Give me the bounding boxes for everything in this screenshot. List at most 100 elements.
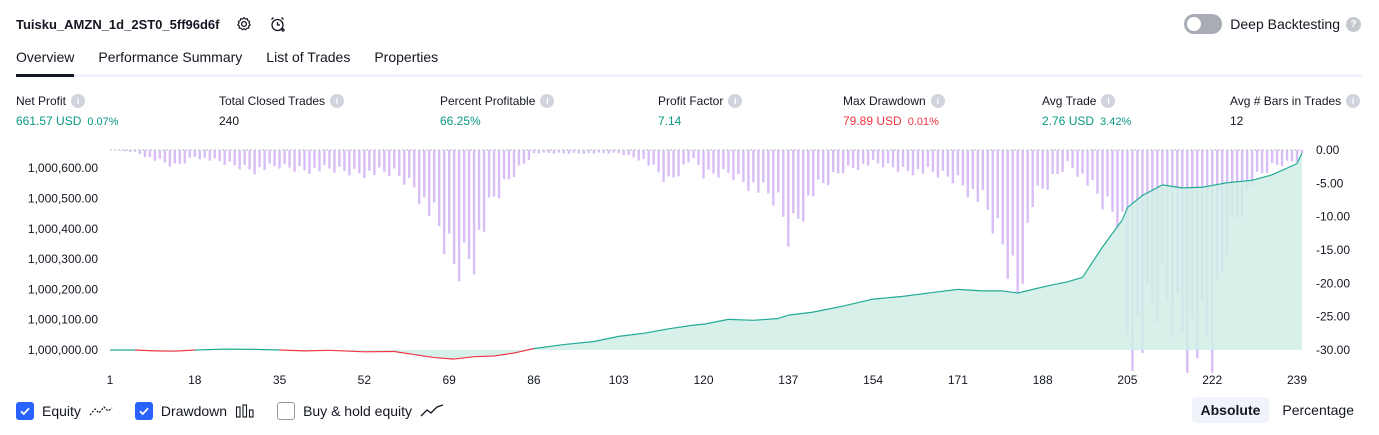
drawdown-bar bbox=[1071, 150, 1073, 168]
drawdown-bar bbox=[807, 150, 809, 196]
drawdown-bar bbox=[219, 150, 221, 161]
drawdown-bar bbox=[538, 150, 540, 154]
drawdown-bar bbox=[797, 150, 799, 219]
drawdown-bar bbox=[154, 150, 156, 161]
drawdown-bar bbox=[717, 150, 719, 177]
legend-buy-hold[interactable]: Buy & hold equity bbox=[277, 402, 444, 420]
drawdown-bar bbox=[972, 150, 974, 189]
right-tick-label: 0.00 bbox=[1316, 143, 1340, 157]
drawdown-bar bbox=[238, 150, 240, 169]
drawdown-bar bbox=[647, 150, 649, 166]
mode-absolute[interactable]: Absolute bbox=[1192, 397, 1270, 423]
info-icon[interactable]: i bbox=[728, 94, 742, 108]
drawdown-bar bbox=[408, 150, 410, 178]
x-tick-label: 120 bbox=[693, 373, 713, 387]
drawdown-bar bbox=[503, 150, 505, 179]
drawdown-bar bbox=[553, 150, 555, 154]
tab-list-of-trades[interactable]: List of Trades bbox=[266, 47, 350, 74]
equity-segment bbox=[305, 350, 330, 351]
drawdown-bar bbox=[523, 150, 525, 164]
right-tick-label: -20.00 bbox=[1316, 276, 1350, 290]
drawdown-bar bbox=[403, 150, 405, 185]
drawdown-bar bbox=[508, 150, 510, 179]
equity-drawdown-chart[interactable]: 1,000,000.00 1,000,100.00 1,000,200.00 1,00… bbox=[0, 140, 1379, 390]
legend-label: Drawdown bbox=[161, 403, 227, 419]
drawdown-bar bbox=[199, 150, 201, 159]
drawdown-bar bbox=[1261, 150, 1263, 173]
drawdown-bar bbox=[877, 150, 879, 163]
checkbox-drawdown[interactable] bbox=[135, 402, 153, 420]
drawdown-bar bbox=[677, 150, 679, 176]
drawdown-bar bbox=[413, 150, 415, 188]
metric-value: 240 bbox=[219, 114, 239, 128]
legend-equity[interactable]: Equity bbox=[16, 402, 113, 420]
drawdown-bar bbox=[288, 150, 290, 168]
drawdown-bar bbox=[214, 150, 216, 158]
checkbox-buy-hold[interactable] bbox=[277, 402, 295, 420]
drawdown-bar bbox=[1007, 150, 1009, 279]
drawdown-bar bbox=[962, 150, 964, 185]
drawdown-bar bbox=[907, 150, 909, 171]
legend-drawdown[interactable]: Drawdown bbox=[135, 402, 255, 420]
tab-overview[interactable]: Overview bbox=[16, 47, 74, 77]
drawdown-bar bbox=[593, 150, 595, 154]
drawdown-bar bbox=[942, 150, 944, 171]
drawdown-bar bbox=[293, 150, 295, 172]
right-tick-label: -5.00 bbox=[1316, 176, 1344, 190]
strategy-title: Tuisku_AMZN_1d_2ST0_5ff96d6f bbox=[16, 17, 220, 32]
drawdown-bar bbox=[757, 150, 759, 193]
info-icon[interactable]: i bbox=[1101, 94, 1115, 108]
info-icon[interactable]: i bbox=[330, 94, 344, 108]
drawdown-bar bbox=[433, 150, 435, 203]
right-tick-label: -30.00 bbox=[1316, 343, 1350, 357]
info-icon[interactable]: i bbox=[931, 94, 945, 108]
toggle-knob bbox=[1187, 17, 1201, 31]
drawdown-bar bbox=[388, 150, 390, 176]
display-mode-switch: Absolute Percentage bbox=[1188, 397, 1364, 423]
mode-percentage[interactable]: Percentage bbox=[1273, 397, 1363, 423]
tab-properties[interactable]: Properties bbox=[374, 47, 438, 74]
right-tick-label: -10.00 bbox=[1316, 210, 1350, 224]
drawdown-bar bbox=[478, 150, 480, 230]
left-axis: 1,000,000.001,000,100.001,000,200.001,00… bbox=[28, 161, 98, 357]
drawdown-bar bbox=[528, 150, 530, 160]
drawdown-bar bbox=[463, 150, 465, 243]
drawdown-bar bbox=[792, 150, 794, 213]
info-icon[interactable]: i bbox=[540, 94, 554, 108]
metric-profit-factor: Profit Factor i 7.14 bbox=[658, 94, 742, 128]
drawdown-bar bbox=[1056, 150, 1058, 174]
checkbox-equity[interactable] bbox=[16, 402, 34, 420]
drawdown-bar bbox=[1086, 150, 1088, 186]
deep-backtesting-label: Deep Backtesting bbox=[1230, 16, 1340, 32]
drawdown-bar bbox=[1036, 150, 1038, 186]
equity-segment bbox=[255, 349, 280, 350]
drawdown-bar bbox=[343, 150, 345, 171]
drawdown-bar bbox=[338, 150, 340, 167]
info-icon[interactable]: i bbox=[1346, 94, 1360, 108]
drawdown-bar bbox=[1076, 150, 1078, 177]
metric-value: 661.57 USD bbox=[16, 114, 81, 128]
metric-percent: 0.07% bbox=[87, 116, 118, 128]
drawdown-bar bbox=[473, 150, 475, 274]
drawdown-bar bbox=[1276, 150, 1278, 165]
drawdown-bar bbox=[657, 150, 659, 172]
drawdown-bar bbox=[897, 150, 899, 172]
question-icon[interactable]: ? bbox=[1346, 17, 1361, 32]
equity-segment bbox=[474, 356, 494, 357]
deep-backtesting-toggle[interactable] bbox=[1184, 14, 1222, 34]
gear-icon[interactable] bbox=[234, 14, 254, 34]
drawdown-bar bbox=[283, 150, 285, 164]
x-tick-label: 69 bbox=[442, 373, 456, 387]
alarm-clock-plus-icon[interactable] bbox=[268, 14, 288, 34]
chart-legend: Equity Drawdown Buy & hold equity bbox=[16, 401, 466, 421]
metric-total-closed-trades: Total Closed Trades i 240 bbox=[219, 94, 344, 128]
drawdown-bar bbox=[632, 150, 634, 158]
x-tick-label: 171 bbox=[948, 373, 968, 387]
metric-label: Net Profit bbox=[16, 94, 66, 108]
info-icon[interactable]: i bbox=[71, 94, 85, 108]
tab-performance-summary[interactable]: Performance Summary bbox=[98, 47, 242, 74]
drawdown-bar bbox=[124, 150, 126, 151]
drawdown-bar bbox=[378, 150, 380, 168]
x-tick-label: 52 bbox=[358, 373, 372, 387]
drawdown-bar bbox=[263, 150, 265, 170]
